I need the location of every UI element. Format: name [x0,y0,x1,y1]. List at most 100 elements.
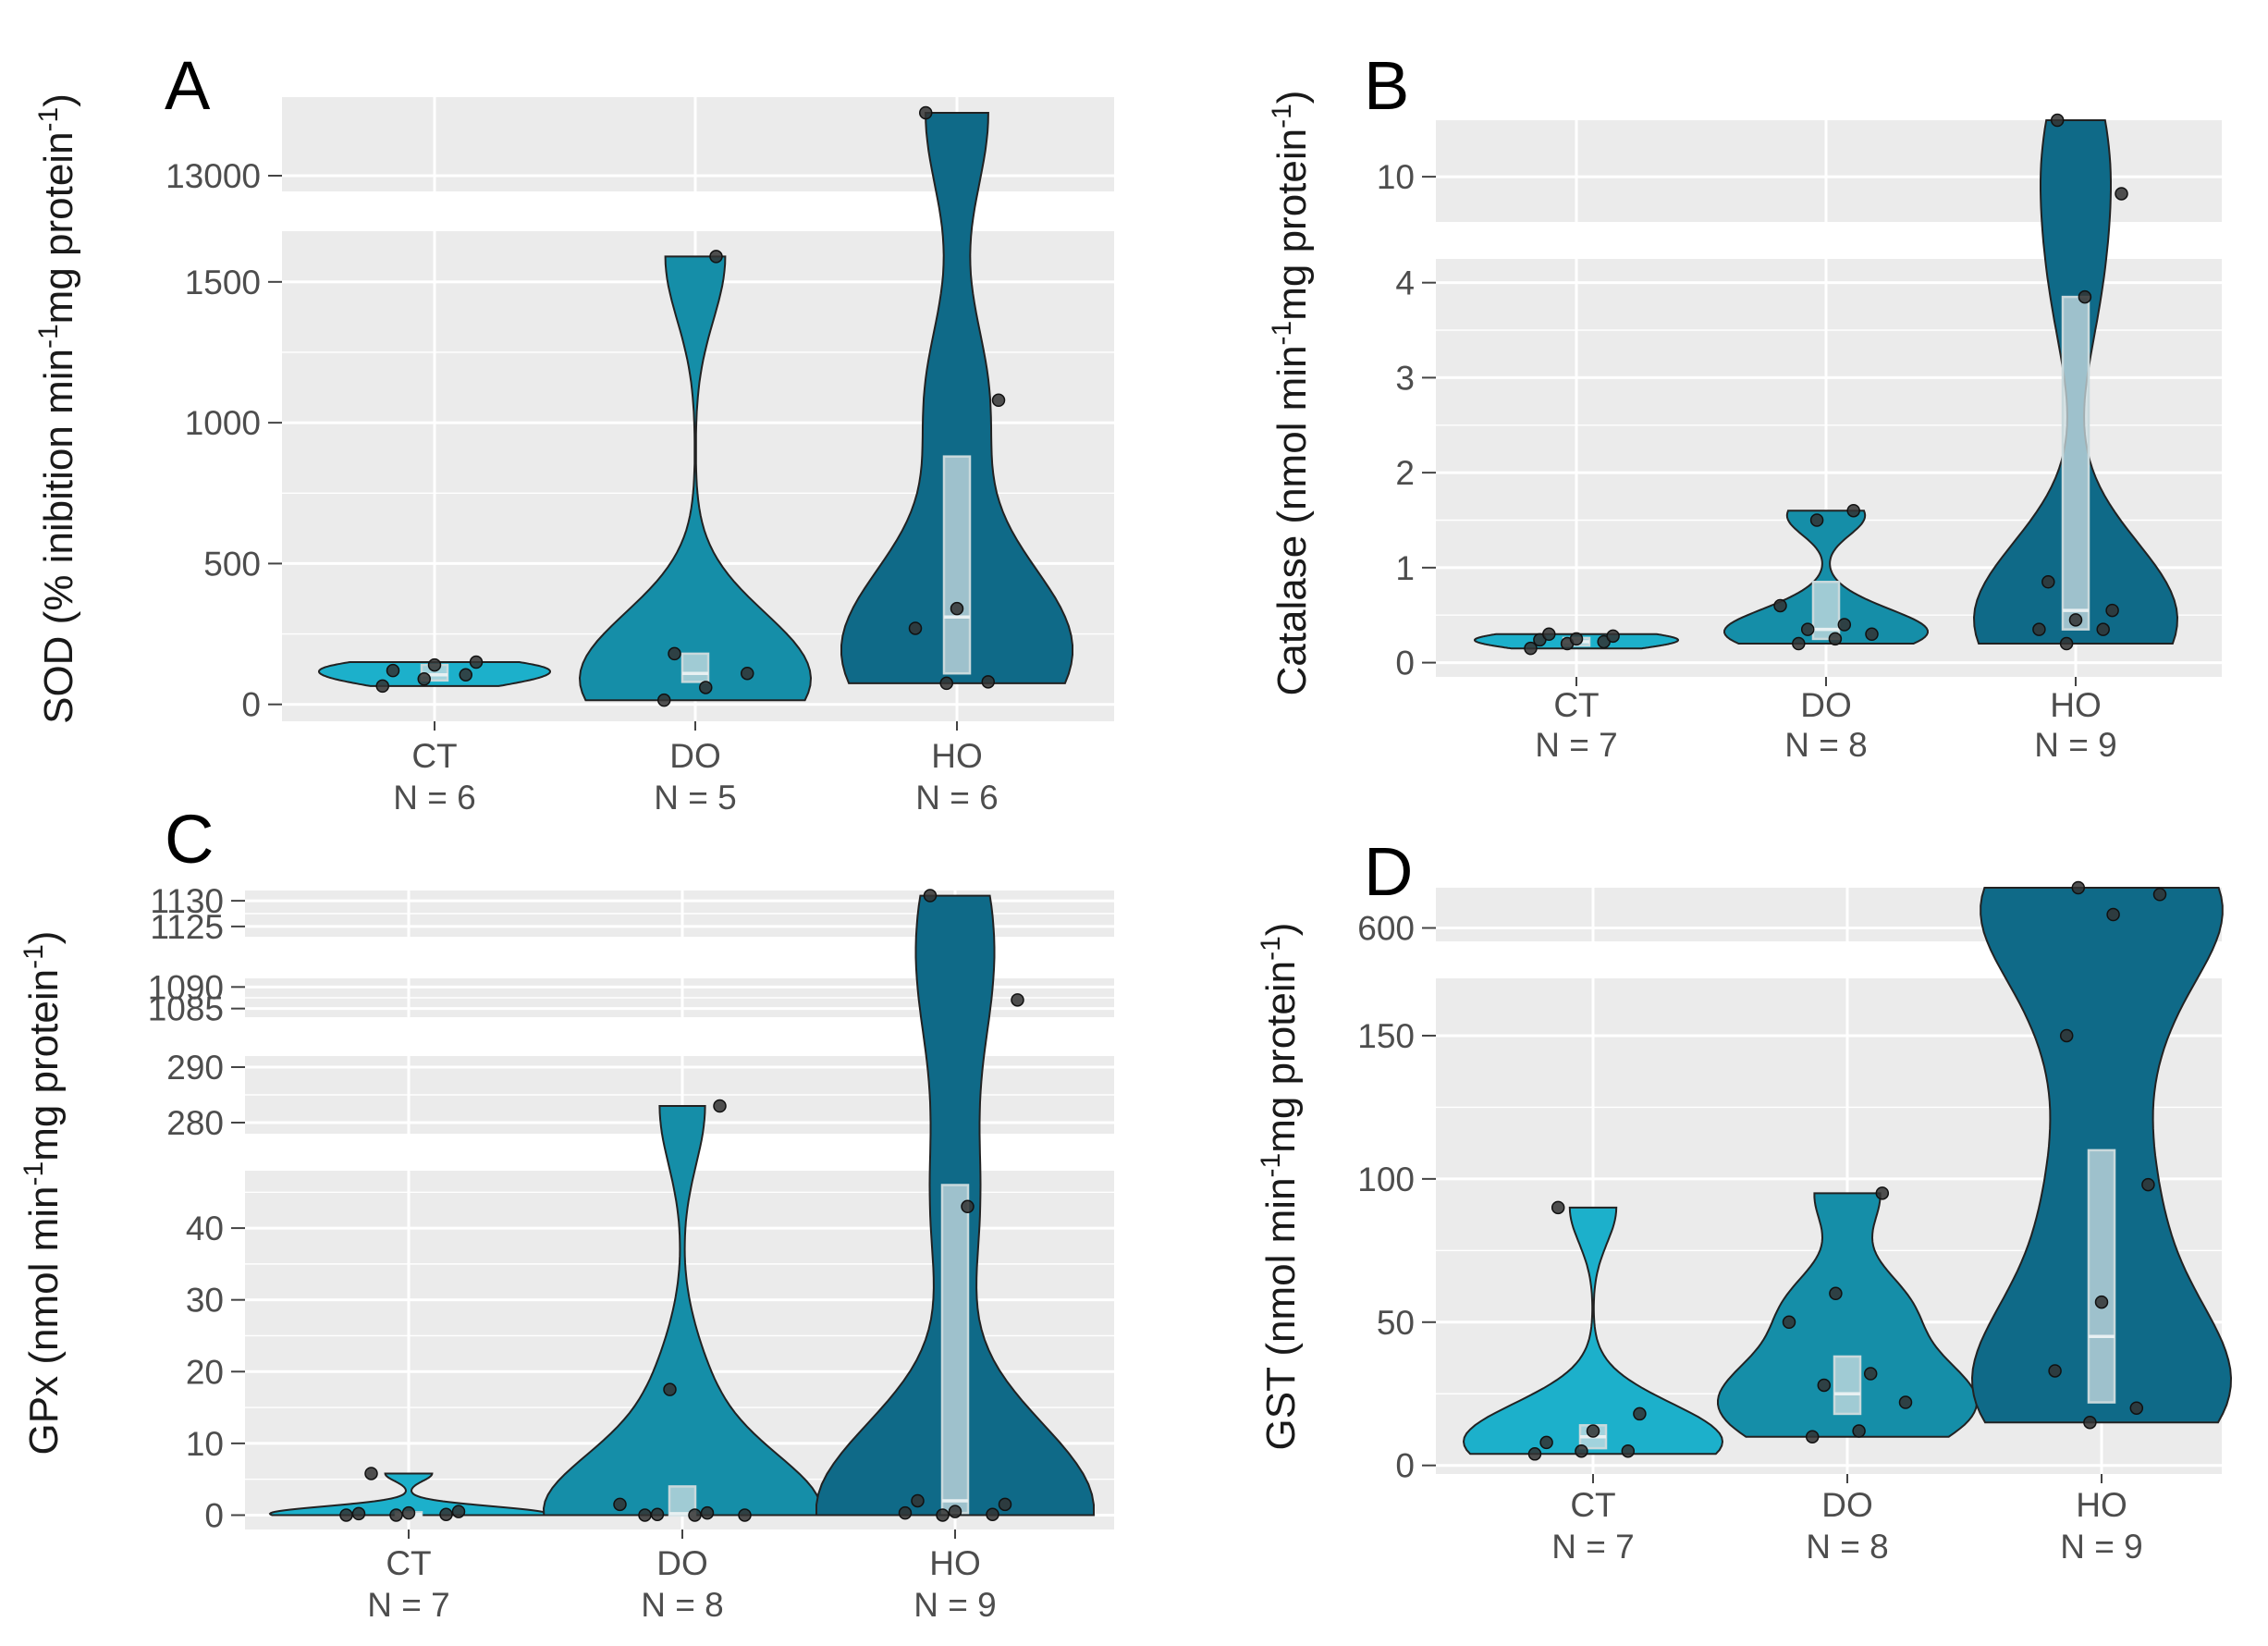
y-tick-label: 50 [1377,1304,1415,1342]
x-category-label: DO [1800,686,1852,724]
violin-ct [1462,1206,1724,1456]
data-point [1527,1447,1542,1461]
data-point [991,393,1006,408]
data-point [638,1508,652,1522]
data-point [1805,1430,1820,1443]
data-point [417,672,431,686]
data-point [1875,1186,1890,1200]
panel-letter-c: C [165,801,214,878]
x-count-label: N = 8 [1806,1528,1888,1566]
y-tick-label: 500 [203,545,261,583]
data-point [613,1497,627,1512]
x-category-label: CT [386,1544,431,1582]
x-count-label: N = 5 [654,779,736,817]
data-point [1575,1443,1588,1458]
violin-do [1722,510,1930,645]
y-tick-label: 0 [204,1496,224,1534]
data-point [2141,1177,2155,1192]
x-category-label: CT [1570,1486,1615,1524]
x-count-label: N = 7 [367,1586,449,1624]
data-point [2106,907,2120,922]
x-category-label: DO [1821,1486,1873,1524]
data-point [657,693,671,707]
data-point [981,675,995,689]
data-point [1863,1367,1878,1381]
box-ho [2087,1149,2116,1404]
chart-b: 0 1 2 3 4 10 CTN = 7 DON = 8 HON = 9 Catalase (nm… [1267,91,2222,764]
y-tick-label: 100 [1357,1161,1415,1198]
data-point [1542,627,1556,642]
y-tick-label: 3 [1395,359,1415,397]
y-tick-label: 1500 [185,264,261,301]
x-count-label: N = 6 [915,779,998,817]
data-point [663,1382,677,1396]
x-category-label: HO [929,1544,981,1582]
data-point [2059,636,2074,651]
data-point [986,1507,999,1521]
y-axis-label: Catalase (nmol min-1mg protein-1) [1267,91,1315,696]
y-tick-label: 1090 [148,968,224,1006]
data-point [919,105,933,120]
data-point [650,1507,665,1521]
data-point [2096,622,2110,636]
data-point [339,1508,353,1522]
box-ho [942,455,972,675]
chart-d: 0 50 100 150 600 CT N = 7 DO N = 8 HO N = 9 GST (nm… [1256,880,2233,1566]
data-point [688,1508,702,1522]
y-tick-label: 10 [1377,158,1415,196]
data-point [700,1505,715,1520]
data-point [948,1505,962,1518]
data-point [469,655,484,669]
data-point [1773,598,1787,613]
data-point [1800,622,1815,636]
y-tick-label: 10 [186,1425,224,1463]
data-point [2059,1028,2074,1043]
x-count-label: N = 9 [913,1586,996,1624]
data-point [351,1506,366,1521]
data-point [386,663,400,678]
data-point [2032,622,2046,636]
data-point [1837,618,1852,632]
data-point [1846,503,1860,518]
y-axis-label: GST (nmol min-1mg protein-1) [1256,923,1304,1451]
data-point [1539,1435,1553,1450]
data-point [741,666,754,681]
y-tick-label: 40 [186,1210,224,1247]
data-point [936,1508,950,1522]
data-point [1829,1286,1843,1301]
data-point [2048,1364,2062,1378]
y-tick-label: 20 [186,1353,224,1391]
data-point [1551,1200,1565,1215]
data-point [2115,187,2128,201]
x-category-label: HO [2076,1486,2127,1524]
y-tick-label: 2 [1395,454,1415,492]
y-tick-label: 0 [241,686,261,724]
data-point [2094,1295,2109,1309]
data-point [375,679,389,694]
violin-do [542,1105,823,1517]
data-point [2152,888,2167,902]
data-point [2041,575,2055,589]
data-point [998,1497,1012,1512]
y-tick-label: 0 [1395,645,1415,682]
chart-a: 0 500 1000 1500 13000 CT N = 6 DO N = 5 HO N = 6 SO… [33,93,1114,817]
panel-a-bg-upper [282,97,1114,191]
data-point [713,1099,727,1113]
data-point [451,1505,466,1518]
x-count-label: N = 8 [1784,726,1867,764]
y-tick-label: 0 [1395,1447,1415,1485]
data-point [2068,613,2083,627]
y-tick-label: 150 [1357,1017,1415,1055]
data-point [1792,636,1806,651]
x-category-label: HO [931,737,983,775]
data-point [2050,113,2065,128]
data-point [1809,513,1824,527]
y-tick-label: 30 [186,1282,224,1320]
y-tick-label: 1125 [150,908,224,946]
y-tick-label: 280 [166,1104,224,1142]
data-point [911,1493,925,1508]
data-point [898,1505,913,1520]
data-point [364,1467,378,1480]
data-point [699,681,713,694]
